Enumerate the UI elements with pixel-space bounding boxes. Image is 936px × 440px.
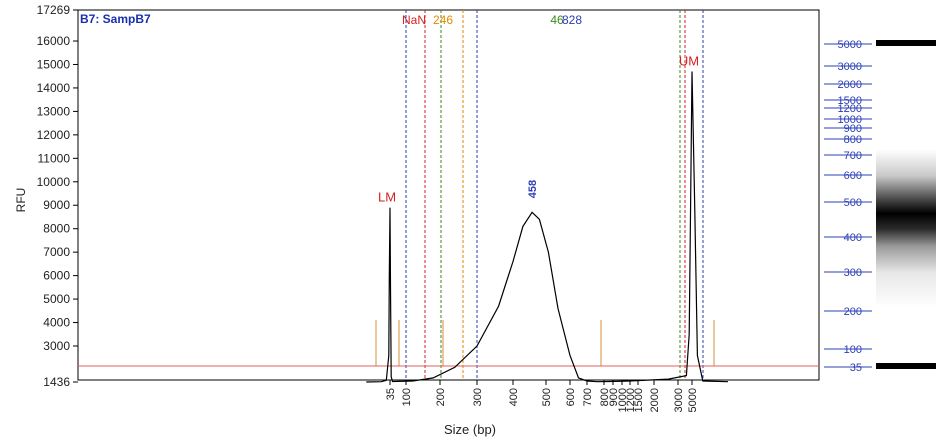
x-tick-label: 800 (599, 388, 611, 406)
x-tick-label: 35 (385, 388, 397, 400)
x-tick-label: 600 (565, 388, 577, 406)
marker-ticks (375, 320, 715, 366)
gel-band-5000 (876, 40, 936, 46)
region-label: 246 (433, 13, 453, 27)
y-axis-label: RFU (14, 188, 28, 213)
ladder-label: 700 (844, 150, 862, 162)
y-tick-label: 16000 (37, 34, 71, 48)
region-label: NaN (402, 13, 426, 27)
plot-frame (77, 9, 820, 381)
ladder-label: 35 (850, 362, 862, 374)
region-label: 828 (562, 13, 582, 27)
peak-label: 458 (527, 180, 539, 198)
ladder-label: 300 (844, 267, 862, 279)
ladder-label: 500 (844, 197, 862, 209)
sample-label: B7: SampB7 (80, 12, 151, 26)
x-tick-label: 1500 (633, 388, 645, 412)
plot-area (77, 9, 820, 381)
y-tick-label: 8000 (43, 222, 70, 236)
x-axis-label: Size (bp) (444, 422, 496, 437)
region-lines (405, 10, 704, 380)
region-label: 46 (550, 13, 564, 27)
y-tick-label: 9000 (43, 198, 70, 212)
ladder-label: 800 (844, 134, 862, 146)
y-tick-label: 14000 (37, 81, 71, 95)
marker-label: LM (378, 190, 396, 205)
x-tick-label: 400 (508, 388, 520, 406)
y-tick-label: 7000 (43, 245, 70, 259)
y-tick-label: 15000 (37, 57, 71, 71)
x-tick-label: 900 (608, 388, 620, 406)
x-tick-label: 1200 (625, 388, 637, 412)
ladder-label: 100 (844, 344, 862, 356)
ladder-label: 900 (844, 123, 862, 135)
y-tick-label: 5000 (43, 292, 70, 306)
x-tick-label: 100 (401, 388, 413, 406)
ladder-label: 1000 (838, 114, 862, 126)
x-tick-label: 200 (435, 388, 447, 406)
y-tick-label: 12000 (37, 128, 71, 142)
x-tick-label: 500 (541, 388, 553, 406)
ladder-label: 200 (844, 306, 862, 318)
y-tick-label: 17269 (37, 3, 71, 17)
ladder-label: 600 (844, 170, 862, 182)
y-axis: 17269 16000 15000 14000 13000 12000 11000 10000… (37, 3, 78, 389)
x-tick-label: 300 (472, 388, 484, 406)
trace (366, 71, 729, 383)
ladder-label: 3000 (838, 61, 862, 73)
x-tick-label: 3000 (673, 388, 685, 412)
ladder-label: 2000 (838, 79, 862, 91)
x-axis: 35 100 200 300 400 500 600 700 80090010001200150… (385, 380, 699, 412)
ladder-label: 1500 (838, 95, 862, 107)
ladder-label: 400 (844, 232, 862, 244)
x-tick-label: 2000 (649, 388, 661, 412)
ladder-label: 5000 (838, 39, 862, 51)
x-tick-label: 5000 (687, 388, 699, 412)
gel-lane (876, 0, 936, 440)
y-tick-label: 4000 (43, 316, 70, 330)
gel-band-35 (876, 363, 936, 369)
y-tick-label: 6000 (43, 269, 70, 283)
y-tick-label: 11000 (38, 151, 71, 165)
marker-label: UM (679, 54, 699, 69)
y-tick-label: 1436 (43, 375, 70, 389)
ladder-label: 1200 (838, 103, 862, 115)
x-tick-label: 1000 (617, 388, 629, 412)
y-tick-label: 13000 (37, 104, 71, 118)
x-tick-label: 700 (582, 388, 594, 406)
trace-line (366, 71, 729, 383)
y-tick-label: 10000 (37, 175, 71, 189)
y-tick-label: 3000 (43, 339, 70, 353)
